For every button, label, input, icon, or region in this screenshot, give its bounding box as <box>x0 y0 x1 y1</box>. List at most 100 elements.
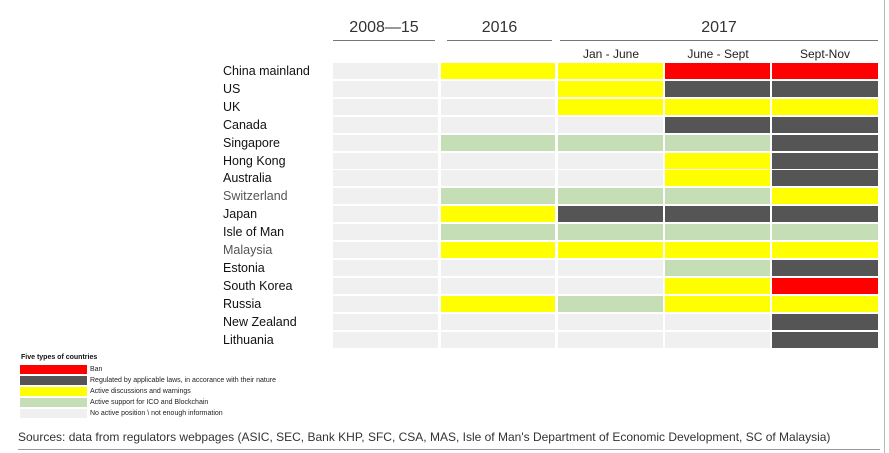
status-cell <box>772 80 878 97</box>
country-label: Lithuania <box>223 332 274 347</box>
status-cell <box>441 206 555 223</box>
legend-label: Active support for ICO and Blockchain <box>90 399 209 406</box>
status-cell <box>665 242 770 258</box>
status-cell <box>772 134 878 151</box>
status-cell <box>441 170 555 187</box>
legend-title: Five types of countries <box>21 354 98 361</box>
country-label: China mainland <box>223 64 310 78</box>
subperiod-sept-nov: Sept-Nov <box>799 47 851 61</box>
status-cell <box>558 224 663 241</box>
status-cell <box>772 206 878 223</box>
status-cell <box>333 170 438 187</box>
status-cell <box>441 224 555 241</box>
status-cell <box>772 188 878 205</box>
status-cell <box>665 206 770 223</box>
subperiod-june-sept: June - Sept <box>687 47 749 61</box>
country-label: Isle of Man <box>223 225 285 240</box>
status-cell <box>772 152 878 169</box>
country-label: Singapore <box>223 135 280 150</box>
legend-label: Regulated by applicable laws, in accoran… <box>90 377 276 384</box>
status-cell <box>333 116 438 133</box>
status-cell <box>333 188 438 205</box>
status-cell <box>558 242 663 258</box>
status-cell <box>665 134 770 151</box>
country-label: Japan <box>223 207 258 222</box>
legend-label: Active discussions and warnings <box>90 388 191 395</box>
status-cell <box>772 331 878 348</box>
status-cell <box>441 80 555 97</box>
country-label: Estonia <box>223 260 265 275</box>
status-cell <box>558 206 663 223</box>
period-header-2017: 2017 <box>701 19 737 36</box>
status-cell <box>558 170 663 187</box>
country-label: Russia <box>223 296 262 311</box>
status-cell <box>441 277 555 294</box>
status-cell <box>333 277 438 294</box>
status-cell <box>333 313 438 330</box>
status-cell <box>441 259 555 276</box>
status-cell <box>333 331 438 348</box>
period-underline <box>560 40 878 41</box>
status-cell <box>333 224 438 241</box>
country-label: Switzerland <box>223 189 288 204</box>
status-cell <box>558 277 663 294</box>
legend-swatch <box>20 387 87 396</box>
status-cell <box>772 63 878 79</box>
status-cell <box>665 116 770 133</box>
status-cell <box>558 98 663 115</box>
status-cell <box>333 152 438 169</box>
status-cell <box>333 295 438 312</box>
status-cell <box>558 313 663 330</box>
status-cell <box>772 98 878 115</box>
status-cell <box>665 152 770 169</box>
status-cell <box>665 313 770 330</box>
status-cell <box>665 188 770 205</box>
divider <box>18 449 880 450</box>
status-cell <box>558 116 663 133</box>
legend-label: Ban <box>90 366 103 373</box>
status-cell <box>441 313 555 330</box>
status-cell <box>665 224 770 241</box>
status-cell <box>558 152 663 169</box>
status-cell <box>772 277 878 294</box>
status-cell <box>665 277 770 294</box>
status-cell <box>441 152 555 169</box>
period-header-2008-15: 2008—15 <box>349 19 419 36</box>
status-cell <box>441 242 555 258</box>
status-cell <box>772 313 878 330</box>
status-cell <box>441 188 555 205</box>
period-underline <box>333 40 435 41</box>
status-cell <box>558 295 663 312</box>
status-cell <box>558 80 663 97</box>
status-cell <box>333 259 438 276</box>
status-cell <box>665 98 770 115</box>
status-cell <box>772 295 878 312</box>
status-cell <box>772 259 878 276</box>
country-label: New Zealand <box>223 314 297 329</box>
status-cell <box>441 116 555 133</box>
status-cell <box>772 224 878 241</box>
country-label: US <box>223 81 241 96</box>
status-cell <box>665 63 770 79</box>
legend-swatch <box>20 409 87 418</box>
country-label: Canada <box>223 117 267 132</box>
status-cell <box>665 259 770 276</box>
legend-swatch <box>20 376 87 385</box>
legend-swatch <box>20 365 87 374</box>
country-label: Hong Kong <box>223 153 286 168</box>
country-label: UK <box>223 99 241 114</box>
status-cell <box>441 63 555 79</box>
period-underline <box>447 40 552 41</box>
legend-swatch <box>20 398 87 407</box>
status-cell <box>558 63 663 79</box>
subperiod-jan-june: Jan - June <box>582 47 640 61</box>
status-cell <box>558 188 663 205</box>
source-note: Sources: data from regulators webpages (… <box>18 430 831 444</box>
status-cell <box>333 242 438 258</box>
status-cell <box>665 331 770 348</box>
status-cell <box>665 295 770 312</box>
country-label: Malaysia <box>223 243 273 257</box>
status-cell <box>333 80 438 97</box>
status-cell <box>441 98 555 115</box>
